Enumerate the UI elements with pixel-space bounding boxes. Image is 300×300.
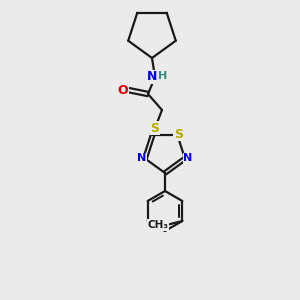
Text: N: N [137,154,147,164]
Text: CH₃: CH₃ [148,220,169,230]
Text: H: H [158,71,168,81]
Text: S: S [151,122,160,134]
Text: N: N [147,70,157,83]
Text: N: N [183,154,193,164]
Text: S: S [174,128,183,140]
Text: O: O [118,83,128,97]
